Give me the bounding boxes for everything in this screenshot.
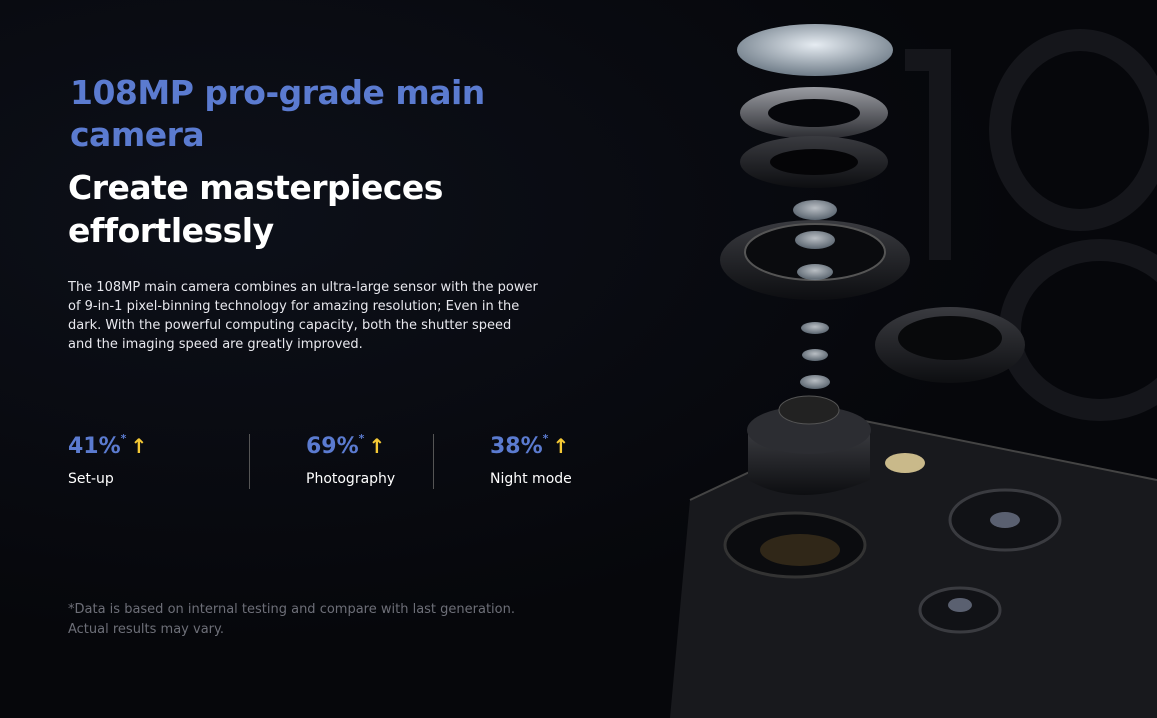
stat-photography: 69%* ↑ Photography [249,432,433,489]
headline: 108MP pro-grade main camera [70,73,485,154]
subheadline: Create masterpieces effortlessly [68,168,443,250]
stat-label: Night mode [490,471,572,487]
stats-row: 41%* ↑ Set-up 69%* ↑ Photography 38%* ↑ Nig… [66,432,617,489]
camera-exploded-image [670,24,1157,718]
asterisk: * [120,432,127,445]
arrow-up-icon: ↑ [368,434,386,458]
footnote: *Data is based on internal testing and c… [68,602,515,637]
stat-label: Photography [306,471,396,487]
arrow-up-icon: ↑ [130,434,148,458]
lens-elements [793,200,837,389]
lens-glass-cover [737,24,893,76]
arrow-up-icon: ↑ [552,434,570,458]
stat-value: 69% [306,434,359,459]
asterisk: * [542,432,549,445]
description: The 108MP main camera combines an ultra-… [68,280,538,352]
stat-setup: 41%* ↑ Set-up [66,432,249,489]
asterisk: * [358,432,365,445]
stat-night-mode: 38%* ↑ Night mode [433,432,617,489]
stat-value: 38% [490,434,543,459]
flash [885,453,925,473]
stat-value: 41% [68,434,121,459]
stat-label: Set-up [68,471,114,487]
